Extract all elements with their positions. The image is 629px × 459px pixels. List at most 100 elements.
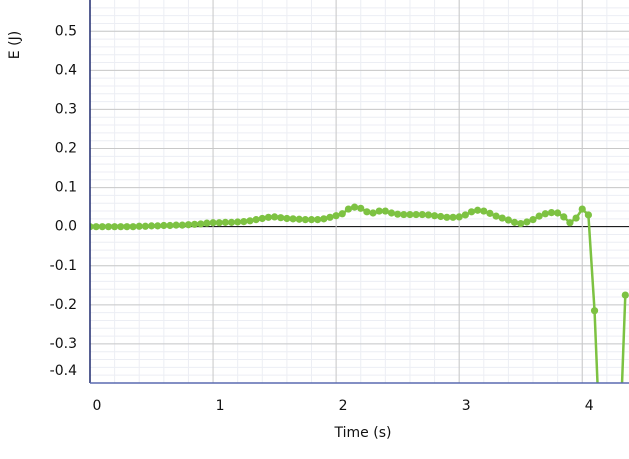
y-tick-label: 0.5 [55, 23, 77, 39]
data-point [394, 210, 402, 218]
data-point [252, 216, 260, 224]
data-point [480, 207, 488, 215]
data-point [541, 210, 549, 218]
data-point [412, 210, 420, 219]
data-point [141, 222, 149, 230]
data-point [357, 204, 365, 212]
data-point [560, 213, 568, 221]
y-tick-label: -0.4 [50, 363, 77, 379]
data-point [572, 214, 580, 222]
data-point [129, 223, 137, 231]
data-point [467, 208, 476, 216]
data-point [578, 205, 586, 213]
data-point [203, 219, 211, 227]
data-point [400, 210, 408, 219]
y-tick-label: 0.4 [55, 62, 77, 78]
y-tick-label: 0.1 [55, 180, 77, 196]
data-point [418, 210, 426, 219]
data-point [529, 216, 537, 224]
data-point [547, 209, 556, 217]
data-point [381, 207, 389, 215]
data-point [449, 213, 457, 221]
data-point [160, 221, 168, 230]
x-tick-label: 1 [216, 398, 225, 414]
data-point [443, 213, 451, 221]
data-point [147, 222, 156, 230]
data-point [314, 216, 322, 224]
data-point [430, 212, 439, 220]
data-point [166, 221, 174, 230]
data-point [424, 211, 433, 219]
data-point [172, 221, 180, 229]
x-tick-label: 0 [93, 398, 102, 414]
data-point [123, 223, 131, 231]
data-point [117, 223, 125, 231]
data-point [320, 215, 328, 223]
data-point [111, 223, 119, 231]
data-point [369, 209, 377, 217]
data-point [104, 223, 113, 231]
data-point [406, 210, 414, 219]
data-point [197, 220, 205, 228]
y-axis-label: E (J) [7, 31, 23, 59]
y-tick-label: -0.3 [50, 336, 77, 352]
data-point [363, 208, 371, 216]
y-tick-label: 0.0 [55, 219, 77, 235]
data-point [498, 214, 506, 222]
y-tick-label: -0.2 [50, 297, 77, 313]
data-point [289, 215, 297, 223]
data-point [184, 221, 193, 229]
data-line [90, 205, 627, 383]
data-point [523, 218, 531, 226]
data-point [295, 215, 303, 223]
data-point [90, 223, 94, 231]
plot-area [90, 203, 629, 383]
x-tick-label: 3 [462, 398, 471, 414]
data-point [240, 217, 248, 226]
data-point [246, 217, 254, 225]
data-point [566, 219, 574, 227]
data-point [135, 222, 143, 230]
data-point [215, 219, 223, 227]
data-point [461, 211, 469, 219]
data-point [344, 205, 353, 213]
data-point [517, 219, 525, 228]
data-point [326, 213, 334, 221]
y-tick-label: 0.3 [55, 101, 77, 117]
data-point [504, 216, 513, 224]
data-point [437, 212, 445, 221]
x-tick-label: 4 [585, 398, 594, 414]
x-axis-label: Time (s) [334, 425, 392, 441]
data-point [474, 206, 482, 214]
data-point [590, 307, 599, 315]
data-point [492, 212, 500, 220]
data-point [350, 203, 359, 211]
x-tick-label: 2 [339, 398, 348, 414]
data-point [535, 212, 543, 220]
data-point [154, 222, 162, 230]
y-tick-label: 0.2 [55, 141, 77, 157]
data-point [486, 209, 494, 217]
data-point [338, 210, 346, 218]
data-point [227, 218, 236, 226]
data-point [387, 209, 396, 217]
data-point [92, 223, 100, 231]
data-point [270, 213, 279, 221]
y-tick-label: -0.1 [50, 258, 77, 274]
data-point [178, 221, 186, 229]
data-point [307, 216, 316, 224]
data-point [258, 214, 266, 223]
data-point [221, 218, 229, 226]
data-point [98, 223, 106, 231]
data-point [554, 209, 562, 217]
data-point [234, 218, 242, 226]
data-point [283, 214, 291, 223]
data-point [264, 213, 273, 221]
data-point [584, 211, 592, 219]
data-point [375, 207, 383, 215]
data-point [621, 291, 629, 299]
grid [89, 0, 629, 384]
data-point [277, 214, 285, 222]
data-point [332, 212, 340, 220]
data-point [209, 219, 217, 227]
